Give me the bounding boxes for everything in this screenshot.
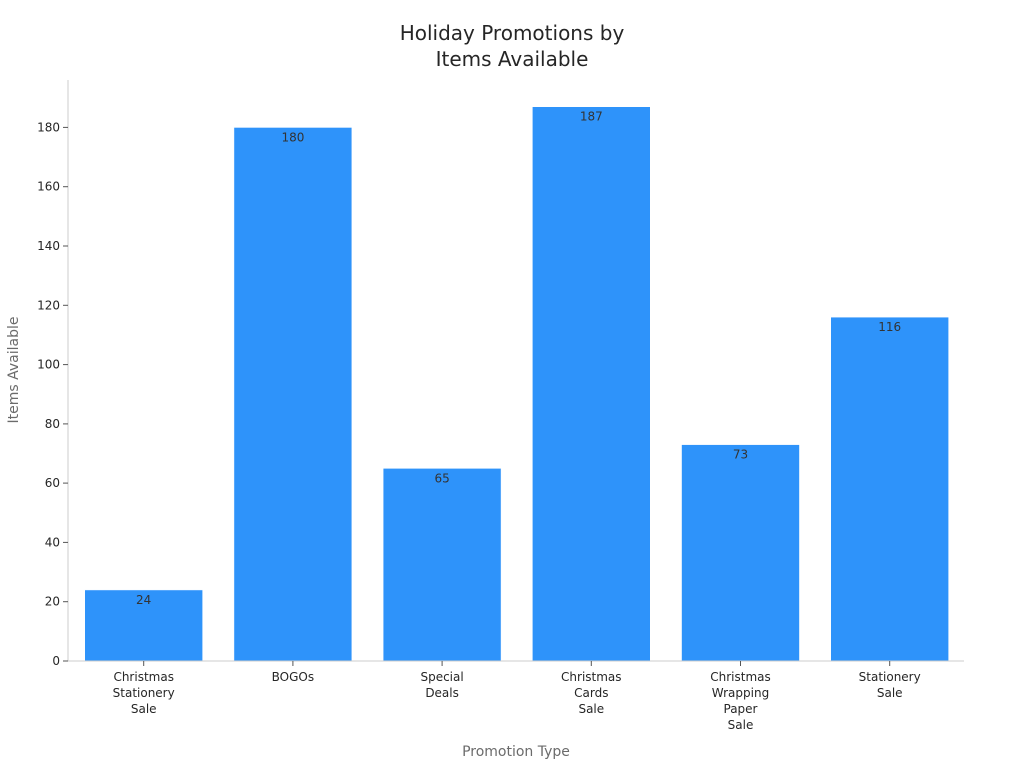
x-tick-label-line: Sale bbox=[578, 702, 604, 716]
chart-title-line-2: Items Available bbox=[436, 47, 589, 71]
bar bbox=[382, 467, 502, 662]
y-tick-label: 160 bbox=[37, 180, 60, 194]
x-tick-label-line: Christmas bbox=[710, 670, 771, 684]
y-tick-label: 0 bbox=[52, 654, 60, 668]
x-axis-ticks: Christmas Stationery Sale BOGOs Special Deals… bbox=[113, 661, 921, 732]
x-tick-label: Christmas Cards Sale bbox=[561, 670, 622, 716]
data-label: 73 bbox=[733, 448, 748, 462]
y-tick-label: 40 bbox=[45, 535, 60, 549]
x-tick-label-line: Sale bbox=[877, 686, 903, 700]
chart-title: Holiday Promotions by Items Available bbox=[400, 21, 625, 71]
data-label: 65 bbox=[434, 471, 449, 485]
bar bbox=[531, 106, 651, 662]
x-tick-label-line: Special bbox=[420, 670, 463, 684]
chart-title-line-1: Holiday Promotions by bbox=[400, 21, 625, 45]
y-tick-label: 140 bbox=[37, 239, 60, 253]
x-tick-label-line: Sale bbox=[131, 702, 157, 716]
x-axis-label: Promotion Type bbox=[462, 744, 570, 760]
bar bbox=[84, 589, 203, 662]
y-tick-label: 80 bbox=[45, 417, 60, 431]
x-tick-label-line: Stationery bbox=[859, 670, 921, 684]
x-tick-label: Stationery Sale bbox=[859, 670, 921, 700]
x-tick-label: Christmas Stationery Sale bbox=[113, 670, 175, 716]
y-tick-label: 180 bbox=[37, 120, 60, 134]
x-tick-label: BOGOs bbox=[272, 670, 314, 684]
y-tick-label: 120 bbox=[37, 298, 60, 312]
x-tick-label: Christmas Wrapping Paper Sale bbox=[710, 670, 771, 732]
x-tick-label: Special Deals bbox=[420, 670, 463, 700]
data-labels: 24 180 65 187 73 116 bbox=[136, 110, 901, 607]
y-axis-label: Items Available bbox=[6, 317, 22, 424]
x-tick-label-line: BOGOs bbox=[272, 670, 314, 684]
bars bbox=[84, 106, 950, 662]
data-label: 24 bbox=[136, 593, 151, 607]
data-label: 187 bbox=[580, 110, 603, 124]
x-tick-label-line: Christmas bbox=[113, 670, 174, 684]
y-tick-label: 20 bbox=[45, 595, 60, 609]
bar bbox=[830, 316, 950, 662]
bar bbox=[233, 127, 353, 662]
x-tick-label-line: Sale bbox=[728, 718, 754, 732]
x-tick-label-line: Christmas bbox=[561, 670, 622, 684]
x-tick-label-line: Wrapping bbox=[712, 686, 769, 700]
x-tick-label-line: Stationery bbox=[113, 686, 175, 700]
y-tick-label: 100 bbox=[37, 358, 60, 372]
x-tick-label-line: Cards bbox=[574, 686, 608, 700]
bar bbox=[681, 444, 800, 662]
data-label: 180 bbox=[281, 130, 304, 144]
x-tick-label-line: Deals bbox=[425, 686, 459, 700]
y-tick-label: 60 bbox=[45, 476, 60, 490]
data-label: 116 bbox=[878, 320, 901, 334]
x-tick-label-line: Paper bbox=[724, 702, 758, 716]
y-axis-ticks: 0 20 40 60 80 100 120 140 160 180 bbox=[37, 120, 68, 668]
